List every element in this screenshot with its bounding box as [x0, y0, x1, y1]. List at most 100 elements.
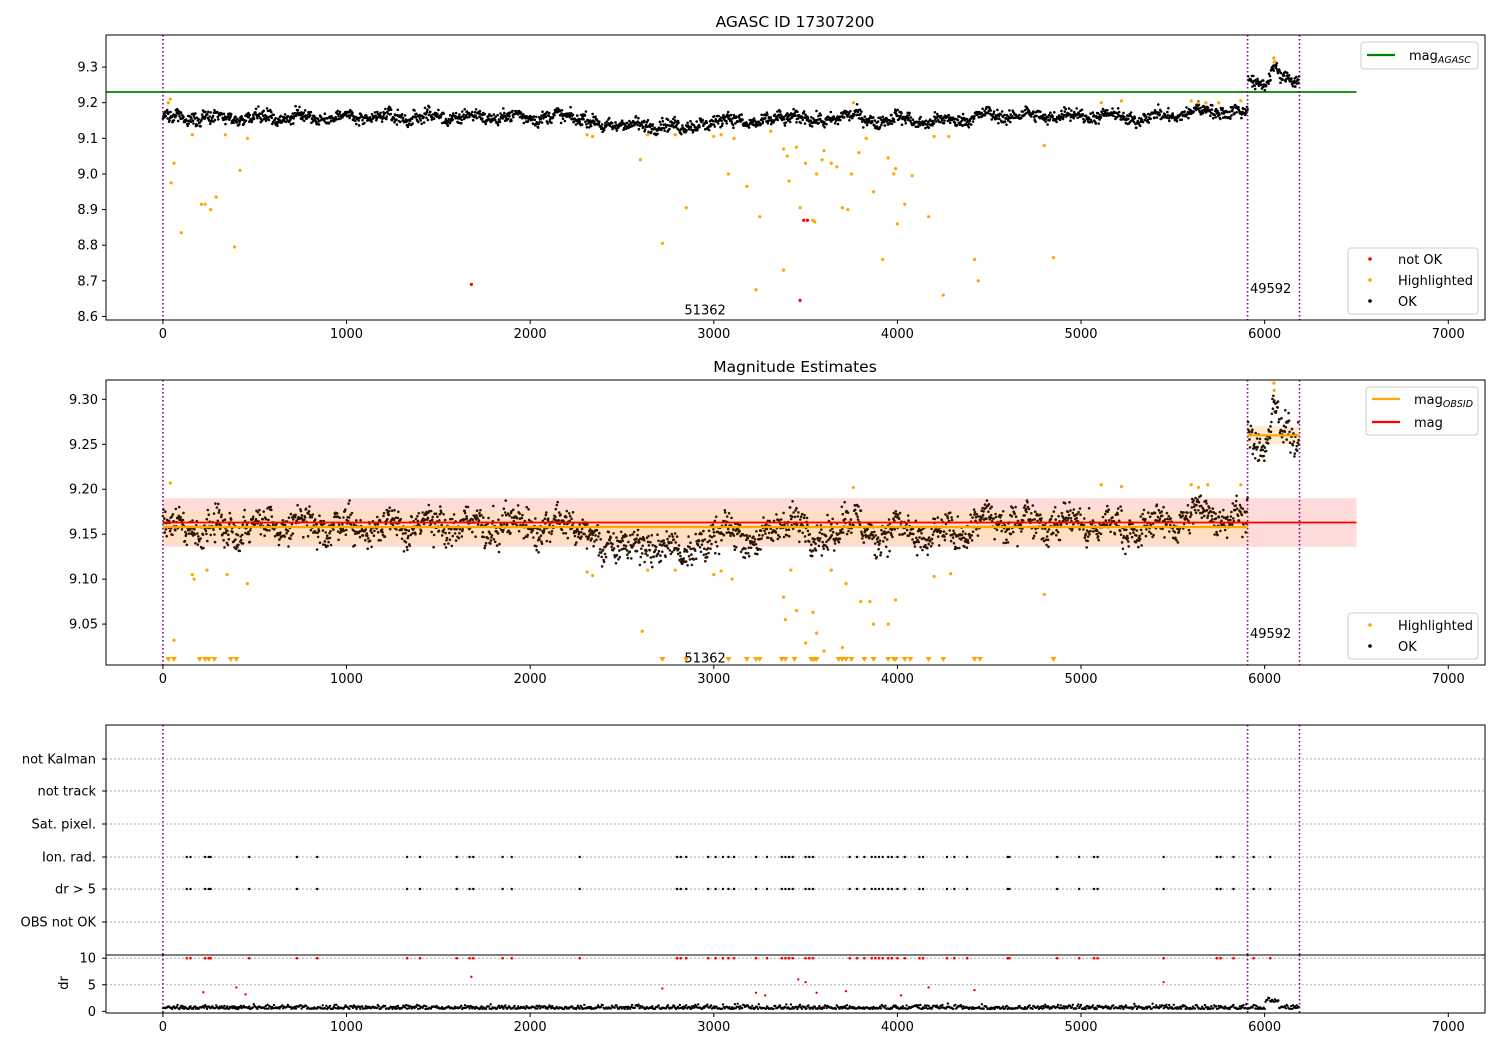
p1-ok-point [1295, 75, 1298, 79]
p1-ok-point [713, 115, 716, 118]
p2-ok-point [1174, 536, 1177, 540]
p2-ok-point [1205, 502, 1208, 505]
p2-ok-point [1197, 509, 1200, 512]
p2-ok-point [550, 529, 554, 533]
p1-ok-point [1046, 123, 1049, 126]
p2-ok-point [1248, 438, 1251, 441]
p2-ok-point [239, 538, 243, 542]
p2-ok-point [242, 515, 245, 519]
p2-ok-point [981, 513, 985, 517]
p1-ok-point [318, 119, 321, 123]
p2-ok-point [376, 515, 379, 519]
p2-ok-point [833, 542, 837, 545]
p2-ok-point [573, 534, 577, 538]
p2-ok-point [745, 534, 749, 537]
p1-highlighted-point [754, 288, 758, 292]
p2-ok-point [361, 534, 365, 537]
p2-ok-point [522, 523, 525, 526]
p2-ok-point [344, 533, 348, 537]
p1-ok-point [187, 122, 190, 125]
p2-ok-point [1127, 545, 1130, 548]
p2-ok-point [1156, 515, 1160, 519]
p1-ok-point [1209, 114, 1212, 118]
p2-ok-point [1077, 510, 1080, 514]
p2-ok-point [540, 542, 544, 545]
p2-ok-point [440, 511, 443, 514]
p1-highlighted-point [892, 172, 896, 176]
p1-ok-point [502, 107, 505, 110]
p1-not-ok-point [802, 218, 806, 222]
p1-highlighted-point [798, 206, 802, 210]
p1-ok-point [468, 115, 471, 119]
p2-ok-point [732, 534, 736, 537]
p1-ok-point [238, 120, 242, 123]
p2-ok-point [1169, 517, 1172, 520]
p2-ok-point [946, 516, 950, 520]
p1-ok-point [817, 114, 820, 118]
p2-ok-point [439, 505, 442, 508]
p1-ok-point [465, 110, 469, 113]
p2-ok-point [659, 559, 663, 563]
p1-ok-point [511, 109, 514, 113]
p1-ok-point [1274, 64, 1278, 67]
p1-ok-point [880, 123, 883, 127]
p1-ok-point [336, 109, 340, 113]
p1-ok-point [463, 108, 467, 111]
p1-ok-point [229, 112, 233, 116]
p2-ok-point [950, 518, 954, 522]
p2-ok-point [546, 517, 550, 520]
p1-ok-point [304, 114, 308, 117]
p2-ok-point [856, 515, 859, 519]
p2-ok-point [640, 552, 644, 555]
p1-ok-point [1153, 116, 1156, 119]
p1-ok-point [254, 111, 257, 114]
p1-highlighted-point [232, 245, 237, 249]
p1-ok-point [460, 118, 464, 122]
p2-ok-point [1231, 502, 1235, 505]
p2-ok-point [703, 538, 707, 541]
p1-ok-point [419, 119, 423, 122]
p1-highlighted-point [815, 172, 819, 176]
p1-ok-point [291, 112, 295, 115]
p1-ok-point [540, 121, 544, 124]
p2-highlighted-point [781, 595, 786, 599]
p2-highlighted-point [190, 573, 194, 577]
p1-ok-point [1070, 109, 1073, 112]
p2-ok-point [311, 513, 315, 516]
p2-ok-point [1194, 511, 1198, 515]
p1-ok-point [256, 116, 259, 120]
p2-ok-point [364, 528, 368, 531]
p2-ok-point [712, 528, 715, 531]
p1-ok-point [1168, 119, 1171, 123]
p1-ok-point [474, 114, 477, 117]
p1-ok-point [1166, 110, 1169, 114]
p2-ok-point [1202, 514, 1206, 518]
p1-ok-point [380, 120, 384, 123]
p2-ok-point [1000, 529, 1003, 533]
p1-ok-point [1044, 120, 1047, 123]
p2-ok-point [236, 533, 240, 537]
p2-ok-point [215, 506, 219, 509]
p1-ok-point [1100, 110, 1104, 113]
p2-ok-point [1121, 547, 1125, 551]
p1-ok-point [494, 115, 498, 118]
p2-ok-point [404, 540, 408, 544]
p1-ok-point [643, 128, 647, 131]
p2-ok-point [289, 537, 292, 541]
p2-ok-point [391, 523, 395, 527]
p2-ok-point [1047, 528, 1051, 531]
p2-ok-point [964, 532, 967, 536]
p2-ok-point [1148, 530, 1151, 534]
p2-ok-point [347, 502, 350, 505]
p2-ok-point [199, 537, 202, 540]
p1-highlighted-point [166, 101, 171, 105]
p2-ok-point [1104, 519, 1108, 522]
p1-ok-point [713, 125, 717, 128]
p2-obs-label: 49592 [1250, 627, 1291, 642]
p2-ok-point [570, 517, 573, 521]
p2-ok-point [995, 528, 999, 532]
p2-ok-point [213, 540, 217, 544]
p1-ok-point [1003, 120, 1007, 123]
p2-ok-point [1106, 504, 1109, 508]
p2-ok-point [602, 560, 606, 564]
